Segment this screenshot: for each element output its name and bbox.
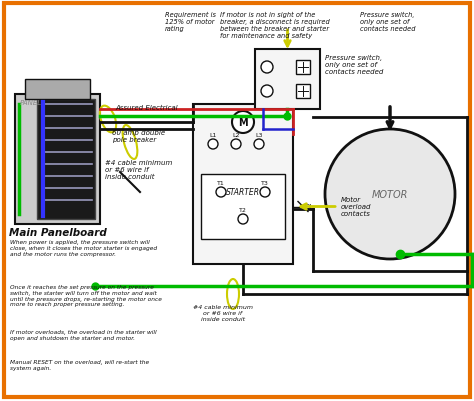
- Bar: [296, 85, 310, 99]
- Text: L1: L1: [210, 133, 217, 138]
- Circle shape: [216, 188, 226, 198]
- Bar: [201, 174, 285, 239]
- Circle shape: [254, 140, 264, 150]
- Text: Requirement is
125% of motor
rating: Requirement is 125% of motor rating: [165, 12, 216, 32]
- Text: T1: T1: [217, 181, 225, 186]
- Text: Assured Electrical: Assured Electrical: [115, 105, 178, 111]
- Bar: [255, 50, 320, 110]
- Text: Motor
overload
contacts: Motor overload contacts: [341, 197, 372, 217]
- Circle shape: [260, 188, 270, 198]
- Text: STARTER: STARTER: [226, 188, 260, 197]
- Text: T3: T3: [261, 181, 269, 186]
- Text: Main Panelboard: Main Panelboard: [9, 227, 106, 237]
- Circle shape: [232, 112, 254, 134]
- Text: OL: OL: [305, 204, 314, 210]
- Text: Manual RESET on the overload, will re-start the
system again.: Manual RESET on the overload, will re-st…: [10, 359, 149, 370]
- Text: Pressure switch,
only one set of
contacts needed: Pressure switch, only one set of contact…: [325, 55, 383, 75]
- Circle shape: [231, 140, 241, 150]
- Text: #4 cable minimum
or #6 wire if
inside conduit: #4 cable minimum or #6 wire if inside co…: [193, 304, 253, 321]
- Text: If motor overloads, the overload in the starter will
open and shutdown the start: If motor overloads, the overload in the …: [10, 329, 156, 340]
- Text: Pressure switch,
only one set of
contacts needed: Pressure switch, only one set of contact…: [360, 12, 416, 32]
- Circle shape: [208, 140, 218, 150]
- Bar: [37, 100, 95, 219]
- Circle shape: [261, 86, 273, 98]
- Text: If motor is not in sight of the
breaker, a disconnect is required
between the br: If motor is not in sight of the breaker,…: [220, 12, 330, 39]
- Bar: [296, 61, 310, 75]
- Text: MOTOR: MOTOR: [372, 190, 408, 200]
- Text: Once it reaches the set pressure on the pressure
switch, the starter will turn o: Once it reaches the set pressure on the …: [10, 284, 162, 307]
- Text: T2: T2: [239, 208, 247, 213]
- Text: L2: L2: [232, 133, 240, 138]
- Bar: [193, 105, 293, 264]
- Circle shape: [238, 215, 248, 225]
- Bar: [25, 80, 90, 100]
- Circle shape: [261, 62, 273, 74]
- Text: L3: L3: [255, 133, 263, 138]
- Text: 60 amp double
pole breaker: 60 amp double pole breaker: [112, 130, 165, 143]
- Circle shape: [325, 130, 455, 259]
- Text: When power is applied, the pressure switch will
close, when it closes the motor : When power is applied, the pressure swit…: [10, 239, 157, 256]
- Text: PANEL: PANEL: [20, 100, 42, 106]
- Text: M: M: [238, 118, 248, 128]
- Bar: [15, 95, 100, 225]
- Text: #4 cable minimum
or #6 wire if
inside conduit: #4 cable minimum or #6 wire if inside co…: [105, 160, 173, 180]
